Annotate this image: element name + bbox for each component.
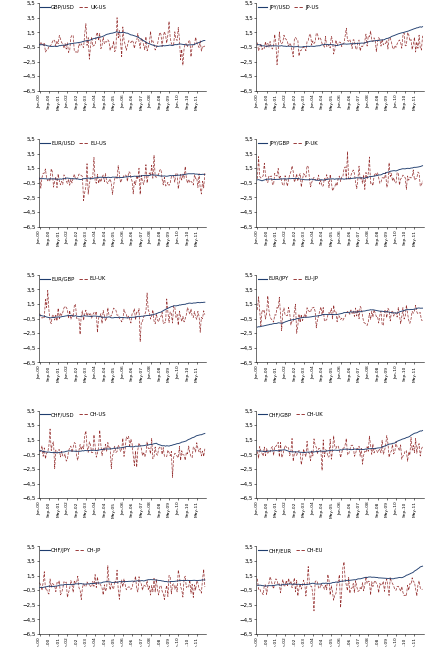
Legend: EUR/JPY, EU-JP: EUR/JPY, EU-JP	[257, 276, 319, 282]
Legend: JPY/USD, JP-US: JPY/USD, JP-US	[257, 5, 319, 10]
Legend: CHF/EUR, CH-EU: CHF/EUR, CH-EU	[257, 547, 324, 554]
Legend: CHF/GBP, CH-UK: CHF/GBP, CH-UK	[257, 411, 324, 418]
Legend: CHF/JPY, CH-JP: CHF/JPY, CH-JP	[39, 547, 101, 554]
Legend: CHF/USD, CH-US: CHF/USD, CH-US	[39, 411, 107, 418]
Legend: EUR/USD, EU-US: EUR/USD, EU-US	[39, 140, 107, 146]
Legend: EUR/GBP, EU-UK: EUR/GBP, EU-UK	[39, 276, 107, 282]
Legend: GBP/USD, UK-US: GBP/USD, UK-US	[39, 5, 107, 10]
Legend: JPY/GBP, JP-UK: JPY/GBP, JP-UK	[257, 140, 318, 146]
